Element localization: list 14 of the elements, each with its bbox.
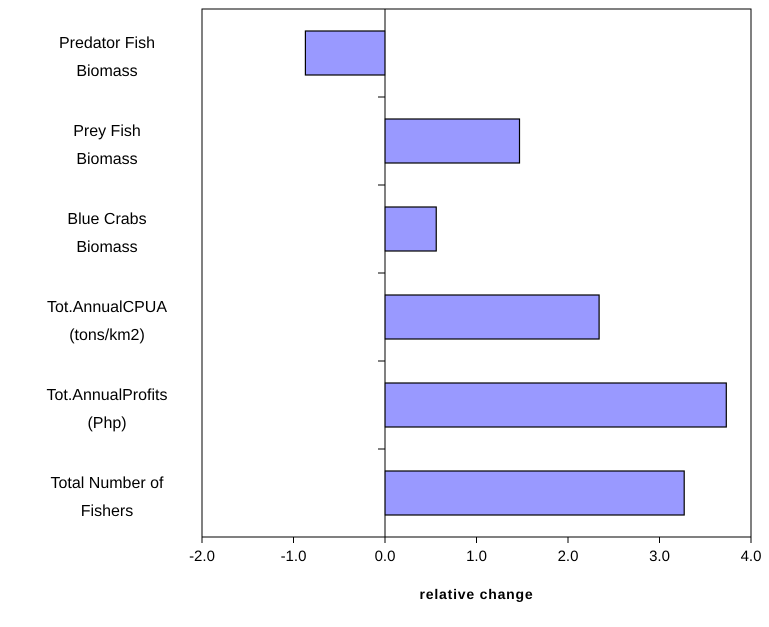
x-tick-label: -2.0 — [189, 548, 215, 565]
x-axis-title: relative change — [420, 586, 534, 602]
y-tick-label: Blue Crabs Biomass — [67, 211, 147, 256]
x-tick-label: 4.0 — [740, 548, 762, 565]
y-tick-label: Prey Fish Biomass — [73, 123, 141, 168]
y-tick-label: Tot.AnnualCPUA (tons/km2) — [46, 299, 168, 344]
y-tick-label: Tot.AnnualProfits (Php) — [46, 387, 168, 432]
x-tick-label: 3.0 — [649, 548, 670, 565]
y-tick-label: Total Number of Fishers — [50, 475, 164, 520]
x-tick-label: 1.0 — [466, 548, 487, 565]
x-tick-label: 0.0 — [374, 548, 396, 565]
x-tick-label: 2.0 — [558, 548, 578, 565]
y-tick-label: Predator Fish Biomass — [58, 35, 156, 80]
x-tick-label: -1.0 — [280, 548, 306, 565]
